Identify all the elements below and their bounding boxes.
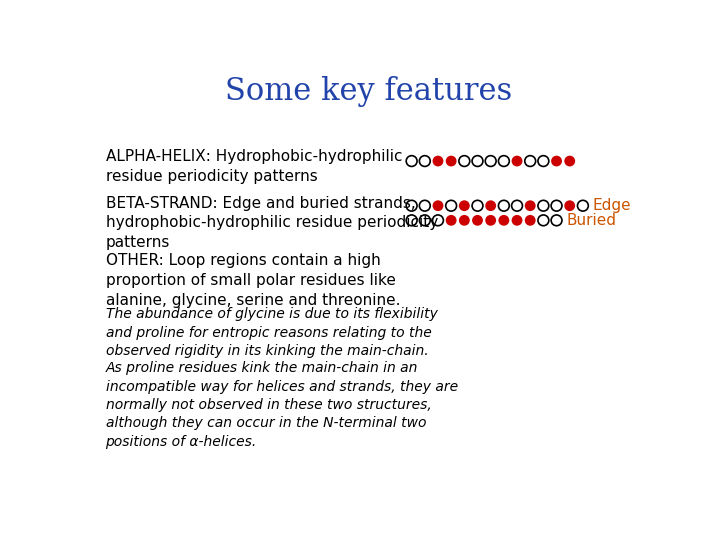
- Circle shape: [551, 156, 562, 166]
- Circle shape: [498, 215, 509, 226]
- Circle shape: [485, 200, 496, 211]
- Circle shape: [446, 156, 456, 166]
- Text: OTHER: Loop regions contain a high
proportion of small polar residues like
alani: OTHER: Loop regions contain a high propo…: [106, 253, 400, 308]
- Text: The abundance of glycine is due to its flexibility
and proline for entropic reas: The abundance of glycine is due to its f…: [106, 307, 437, 358]
- Text: ALPHA-HELIX: Hydrophobic-hydrophilic
residue periodicity patterns: ALPHA-HELIX: Hydrophobic-hydrophilic res…: [106, 150, 402, 184]
- Circle shape: [459, 200, 469, 211]
- Circle shape: [433, 156, 444, 166]
- Circle shape: [525, 200, 536, 211]
- Circle shape: [564, 200, 575, 211]
- Circle shape: [459, 215, 469, 226]
- Circle shape: [512, 215, 523, 226]
- Text: Edge: Edge: [593, 198, 631, 213]
- Circle shape: [472, 215, 483, 226]
- Text: Buried: Buried: [567, 213, 616, 228]
- Text: Some key features: Some key features: [225, 76, 513, 107]
- Circle shape: [512, 156, 523, 166]
- Circle shape: [525, 215, 536, 226]
- Text: BETA-STRAND: Edge and buried strands,
hydrophobic-hydrophilic residue periodicit: BETA-STRAND: Edge and buried strands, hy…: [106, 195, 438, 251]
- Circle shape: [564, 156, 575, 166]
- Text: As proline residues kink the main-chain in an
incompatible way for helices and s: As proline residues kink the main-chain …: [106, 361, 458, 449]
- Circle shape: [433, 200, 444, 211]
- Circle shape: [446, 215, 456, 226]
- Circle shape: [485, 215, 496, 226]
